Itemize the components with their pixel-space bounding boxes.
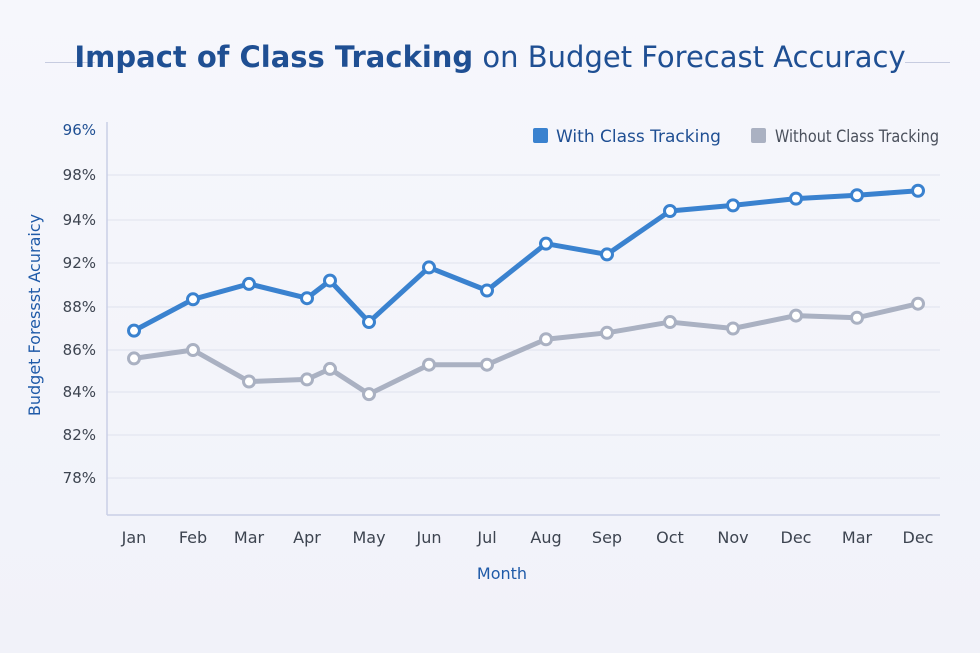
data-point	[600, 247, 614, 262]
title-rule-left	[45, 62, 95, 63]
data-point	[242, 276, 256, 291]
data-point	[127, 351, 141, 366]
legend-swatch-without	[751, 128, 766, 143]
x-tick-label: Dec	[903, 528, 934, 547]
y-tick-label: 88%	[63, 298, 96, 316]
data-point	[726, 321, 740, 336]
data-point	[600, 325, 614, 340]
x-tick-label: Oct	[656, 528, 684, 547]
data-point	[789, 191, 803, 206]
data-point	[850, 310, 864, 325]
data-point	[850, 188, 864, 203]
data-point	[789, 308, 803, 323]
data-point	[242, 374, 256, 389]
y-tick-label: 84%	[63, 383, 96, 401]
data-point	[480, 283, 494, 298]
x-tick-label: Jul	[476, 528, 496, 547]
x-tick-label: Sep	[592, 528, 622, 547]
data-point	[362, 315, 376, 330]
y-axis-label: Budget Foressst Acuraicy	[25, 214, 44, 416]
title-rest: on Budget Forecast Accuracy	[482, 40, 906, 74]
x-tick-label: Mar	[234, 528, 265, 547]
x-tick-label: Apr	[293, 528, 321, 547]
y-tick-label: 98%	[63, 166, 96, 184]
data-point	[911, 296, 925, 311]
y-tick-label: 96%	[63, 121, 96, 139]
x-tick-label: Aug	[530, 528, 561, 547]
data-point	[539, 332, 553, 347]
y-tick-label: 82%	[63, 426, 96, 444]
x-tick-label: Mar	[842, 528, 873, 547]
y-tick-label: 86%	[63, 341, 96, 359]
data-point	[422, 357, 436, 372]
x-axis-label: Month	[477, 564, 527, 583]
data-point	[726, 198, 740, 213]
legend-swatch-with	[533, 128, 548, 143]
data-point	[323, 273, 337, 288]
x-tick-label: Jan	[121, 528, 147, 547]
data-point	[480, 357, 494, 372]
data-point	[127, 323, 141, 338]
data-point	[911, 183, 925, 198]
data-point	[186, 292, 200, 307]
y-tick-label: 94%	[63, 211, 96, 229]
data-point	[300, 291, 314, 306]
data-point	[362, 387, 376, 402]
chart-title: Impact of Class Tracking on Budget Forec…	[0, 40, 980, 74]
title-bold: Impact of Class Tracking	[74, 40, 474, 74]
x-tick-label: Feb	[179, 528, 207, 547]
data-point	[422, 260, 436, 275]
x-tick-label: Dec	[781, 528, 812, 547]
data-point	[663, 204, 677, 218]
legend-label-with: With Class Tracking	[556, 127, 721, 147]
data-point	[323, 361, 337, 376]
x-tick-label: May	[352, 528, 385, 547]
data-point	[300, 372, 314, 387]
data-point	[663, 315, 677, 330]
data-point	[539, 236, 553, 251]
series-line-with	[132, 188, 919, 333]
data-point	[186, 343, 200, 357]
y-tick-label: 78%	[63, 469, 96, 487]
x-tick-label: Jun	[416, 528, 442, 547]
x-tick-label: Nov	[717, 528, 748, 547]
y-tick-label: 92%	[63, 254, 96, 272]
title-rule-right	[905, 62, 950, 63]
legend-label-without: Without Class Tracking	[775, 127, 939, 147]
